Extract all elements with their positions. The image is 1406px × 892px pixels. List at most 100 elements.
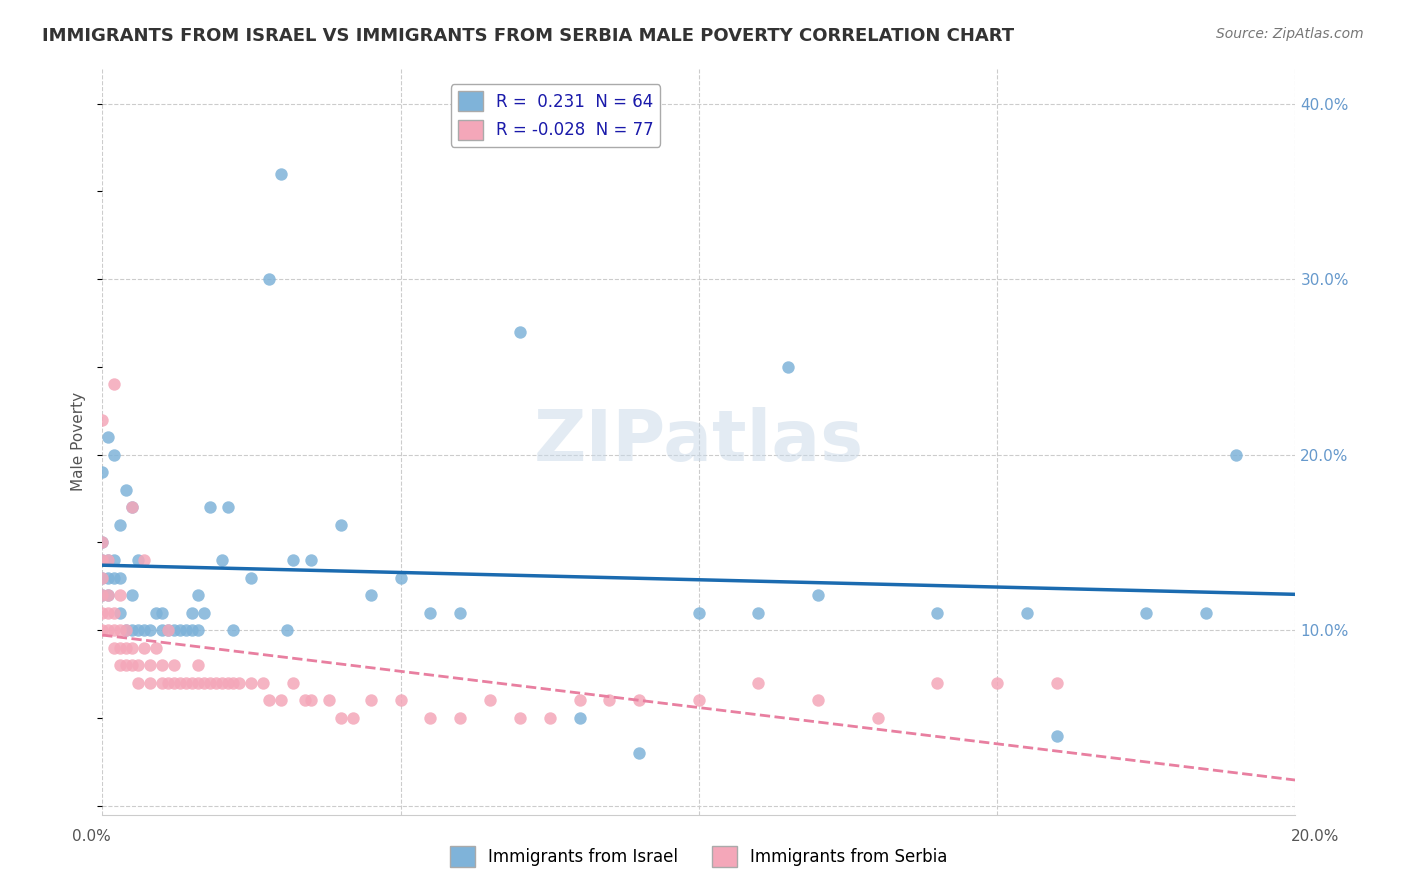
- Point: [259, 272, 281, 286]
- Point: [180, 624, 202, 638]
- Point: [156, 624, 179, 638]
- Point: [91, 606, 114, 620]
- Point: [108, 624, 131, 638]
- Point: [240, 676, 263, 690]
- Point: [108, 571, 131, 585]
- Point: [198, 500, 221, 515]
- Point: [329, 517, 352, 532]
- Point: [91, 535, 114, 549]
- Point: [449, 711, 471, 725]
- Point: [1046, 676, 1069, 690]
- Point: [103, 448, 125, 462]
- Point: [389, 571, 412, 585]
- Point: [598, 693, 620, 707]
- Point: [187, 624, 209, 638]
- Point: [145, 640, 167, 655]
- Point: [127, 624, 149, 638]
- Point: [169, 676, 191, 690]
- Point: [103, 571, 125, 585]
- Point: [688, 606, 710, 620]
- Point: [389, 693, 412, 707]
- Point: [222, 624, 245, 638]
- Point: [156, 624, 179, 638]
- Point: [108, 517, 131, 532]
- Point: [259, 693, 281, 707]
- Point: [163, 624, 186, 638]
- Point: [115, 640, 138, 655]
- Point: [91, 535, 114, 549]
- Point: [163, 658, 186, 673]
- Point: [228, 676, 250, 690]
- Point: [127, 553, 149, 567]
- Point: [193, 676, 215, 690]
- Point: [299, 553, 322, 567]
- Point: [121, 500, 143, 515]
- Point: [807, 693, 830, 707]
- Point: [97, 624, 120, 638]
- Point: [281, 553, 304, 567]
- Point: [145, 606, 167, 620]
- Point: [127, 676, 149, 690]
- Point: [1135, 606, 1157, 620]
- Point: [538, 711, 561, 725]
- Point: [479, 693, 502, 707]
- Point: [97, 606, 120, 620]
- Point: [294, 693, 316, 707]
- Point: [1195, 606, 1218, 620]
- Point: [103, 377, 125, 392]
- Point: [628, 746, 651, 760]
- Point: [115, 624, 138, 638]
- Point: [747, 676, 769, 690]
- Point: [169, 624, 191, 638]
- Point: [187, 658, 209, 673]
- Point: [132, 624, 155, 638]
- Point: [103, 624, 125, 638]
- Point: [97, 588, 120, 602]
- Point: [103, 606, 125, 620]
- Point: [127, 658, 149, 673]
- Point: [1015, 606, 1038, 620]
- Point: [150, 606, 173, 620]
- Point: [174, 676, 197, 690]
- Point: [174, 624, 197, 638]
- Point: [193, 606, 215, 620]
- Y-axis label: Male Poverty: Male Poverty: [72, 392, 86, 491]
- Point: [211, 553, 233, 567]
- Text: 20.0%: 20.0%: [1291, 830, 1339, 844]
- Point: [628, 693, 651, 707]
- Point: [97, 553, 120, 567]
- Point: [318, 693, 340, 707]
- Point: [108, 640, 131, 655]
- Point: [132, 640, 155, 655]
- Point: [986, 676, 1008, 690]
- Point: [276, 624, 298, 638]
- Point: [866, 711, 889, 725]
- Point: [281, 676, 304, 690]
- Point: [419, 606, 441, 620]
- Point: [342, 711, 364, 725]
- Point: [688, 693, 710, 707]
- Point: [163, 676, 186, 690]
- Point: [187, 588, 209, 602]
- Point: [509, 711, 531, 725]
- Point: [449, 606, 471, 620]
- Point: [91, 571, 114, 585]
- Point: [299, 693, 322, 707]
- Point: [121, 624, 143, 638]
- Point: [121, 640, 143, 655]
- Point: [91, 588, 114, 602]
- Point: [108, 606, 131, 620]
- Point: [270, 693, 292, 707]
- Point: [568, 693, 591, 707]
- Point: [91, 553, 114, 567]
- Point: [217, 500, 239, 515]
- Point: [927, 606, 949, 620]
- Point: [115, 483, 138, 497]
- Point: [156, 676, 179, 690]
- Point: [150, 676, 173, 690]
- Point: [927, 676, 949, 690]
- Point: [139, 624, 162, 638]
- Point: [807, 588, 830, 602]
- Point: [187, 676, 209, 690]
- Point: [217, 676, 239, 690]
